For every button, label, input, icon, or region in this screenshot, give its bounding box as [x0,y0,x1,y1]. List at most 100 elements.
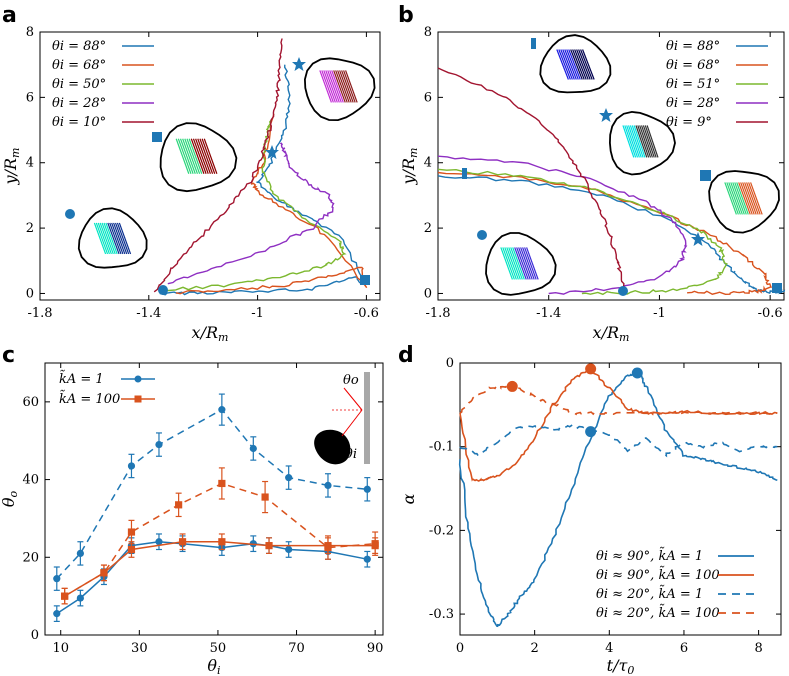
cell-a3-outline [303,57,376,122]
cell-a1-filament [111,222,124,255]
cell-b2-filament [631,125,644,158]
y-tick-label: 2 [26,221,34,236]
cell-b4-filament [508,247,521,280]
x-tick-label: 90 [367,641,384,656]
cell-a2-filament [192,138,207,174]
legend-marker [134,375,142,383]
cell-b4-filament [514,247,527,280]
inset-arrow-out [343,387,363,411]
peak-marker [585,363,597,375]
cell-b2-filament [644,125,657,158]
cell-a2-filament [199,138,214,174]
cell-b1-filament [578,49,591,80]
cell-b2-filament [642,125,655,158]
cell-b1-filament [580,49,593,80]
y-tick-label: 6 [26,90,34,105]
cell-a2-filament [182,138,196,174]
series-line [458,371,778,628]
cell-b2-filament [633,125,646,158]
data-point [155,538,163,546]
y-tick-label: 0 [31,628,39,643]
cell-b1-filament [572,49,585,80]
marker-circle [477,230,487,240]
cell-a2-filament [177,138,192,174]
y-axis-label: y/Rm [1,148,22,186]
panel-d-frame [459,362,782,636]
cell-b2-filament [622,125,635,158]
y-axis-label-sub: m [9,148,22,158]
x-axis-label-sub: 0 [627,664,634,676]
x-tick-label: -1.8 [27,306,52,321]
y-tick-label: 4 [424,156,432,171]
x-tick-label: 4 [605,641,613,656]
inset-theta-o: θo [343,373,359,388]
cell-b3-filament [734,182,747,215]
trajectory-line [167,142,335,285]
cell-b1-filament [568,49,581,80]
cell-a3-filament [337,70,350,103]
cell-a1-filament [101,222,114,255]
cell-a3-filament [327,70,340,103]
y-axis-label-sub: o [7,490,20,497]
y-tick-label: 40 [22,473,39,488]
cell-b4-filament [500,247,513,280]
data-point [127,462,136,470]
inset-cell [314,429,351,465]
x-tick-label: 30 [131,641,148,656]
y-tick-label: -0.2 [429,523,454,538]
cell-a2-filament [175,138,190,174]
series-line [459,423,778,458]
marker-circle [618,286,628,296]
y-tick-label: -0.3 [429,607,454,622]
y-tick-label: 8 [424,25,432,40]
legend-label: θi ≈ 90°, k̃A = 1 [596,547,703,564]
inset-arrow-in [341,409,363,437]
marker-star [265,145,279,159]
cell-b3-filament [744,182,757,215]
cell-b4-filament [502,247,515,280]
panel-d: d 0 2 4 6 8 0 -0.1 -0.2 -0.3 t/τ0 α θi ≈ 90°, k̃A =… [398,343,782,676]
cell-b4-filament [506,247,519,280]
cell-a2-filament [186,138,201,174]
x-tick-label: 0 [456,641,464,656]
cell-a3-filament [321,70,334,103]
cell-b4-filament [510,247,523,280]
legend-label: θi = 51° [666,77,720,92]
peak-marker [585,426,597,438]
panel-c-frame [44,362,384,636]
x-tick-label: -1 [251,306,264,321]
marker-square [360,275,370,285]
cell-b3-filament [724,182,737,215]
cell-a2-filament [201,138,216,174]
cell-a1-filament [118,222,132,255]
data-point [127,545,136,554]
cell-b3-filament [742,182,755,215]
y-tick-label: -0.1 [429,440,454,455]
cell-b1-filament [564,49,577,80]
marker-circle [65,209,75,219]
legend-label: θi = 50° [52,77,106,92]
cell-b3-filament [740,182,753,215]
cell-a1-filament [95,222,109,255]
panel-label-d: d [398,343,414,368]
marker-square [772,283,782,293]
x-axis-label: x/Rm [192,323,229,344]
panel-b-content: -1.8 -1.4 -1 -0.6 0 2 4 6 8 x/Rm y/Rm θi = 88° θi = … [399,25,786,344]
x-tick-label: -1.4 [536,306,561,321]
cell-a2-filament [179,138,194,174]
cell-b2-filament [646,125,659,158]
x-tick-label: 8 [754,641,762,656]
cell-a2-filament [203,138,218,174]
data-point [324,481,332,489]
cell-a2-filament [195,138,209,174]
panel-c-content: 10 30 50 70 90 0 20 40 60 θi θo k̃A = 1 k̃A = 100 θo θ… [0,363,383,676]
series-line [56,540,368,615]
panel-label-b: b [398,3,414,28]
series-line [64,540,376,597]
data-point [76,549,84,558]
cell-a1-filament [105,222,118,255]
cell-a3-filament [319,70,332,103]
cell-b1-filament [582,49,595,80]
x-tick-label: 6 [680,641,688,656]
